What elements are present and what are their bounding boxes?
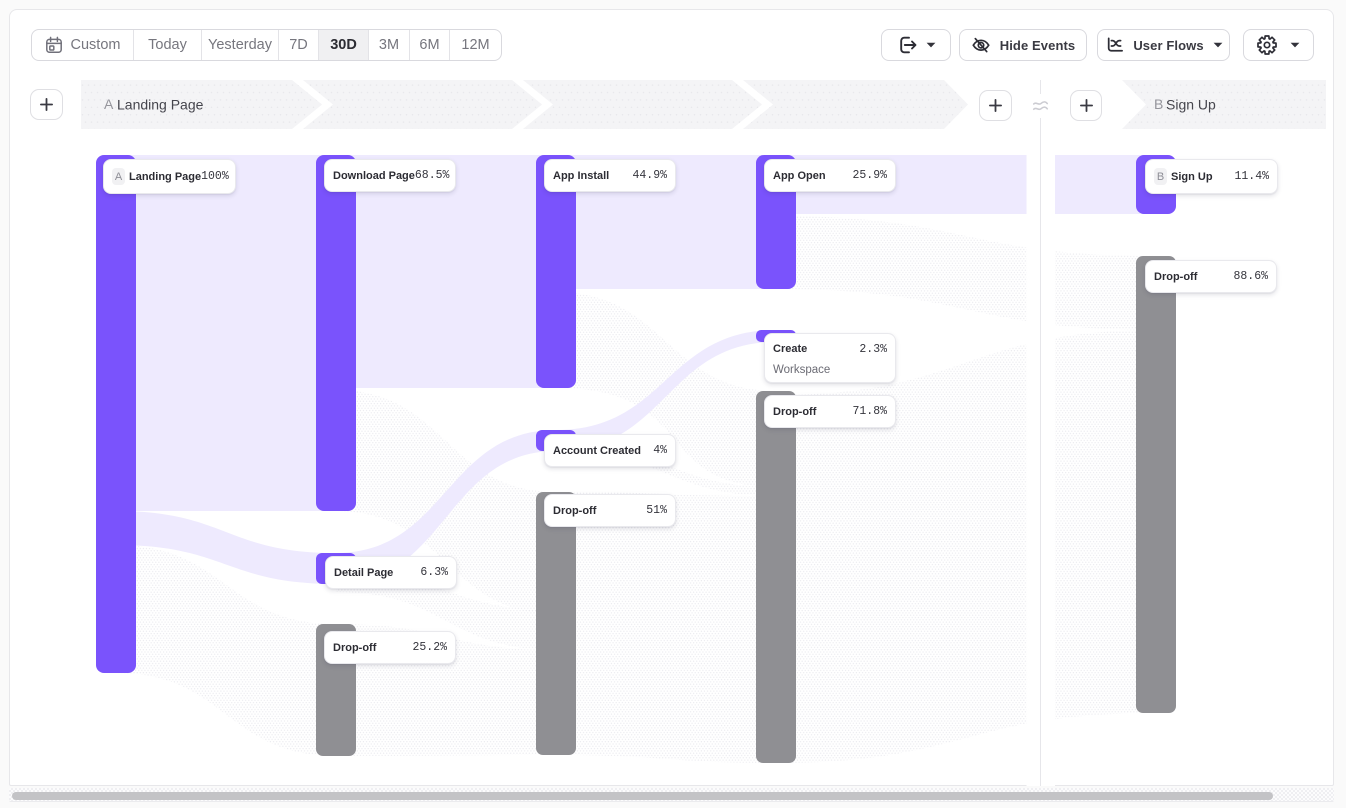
svg-text:Sign Up: Sign Up	[1166, 97, 1216, 113]
svg-text:B: B	[1154, 96, 1163, 112]
svg-text:A: A	[104, 96, 114, 112]
svg-text:Landing Page: Landing Page	[117, 97, 204, 113]
